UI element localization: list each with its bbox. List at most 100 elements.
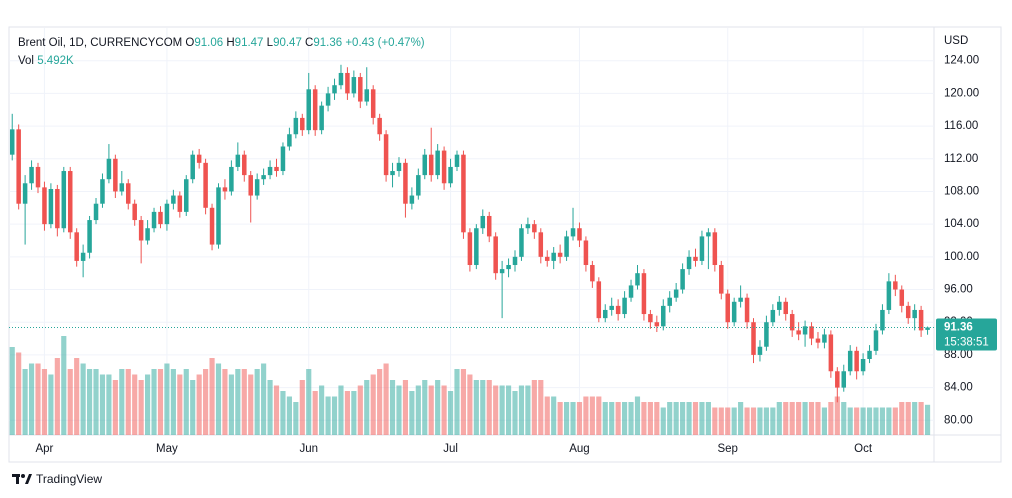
low-value: 90.47 bbox=[273, 37, 302, 49]
volume-bar bbox=[106, 374, 112, 435]
legend: Brent Oil, 1D, CURRENCYCOM O91.06 H91.47… bbox=[18, 34, 425, 70]
candle-body bbox=[216, 187, 221, 245]
candle-body bbox=[789, 314, 795, 331]
volume-bar bbox=[731, 407, 737, 435]
candle-body bbox=[428, 154, 434, 176]
candle-body bbox=[248, 175, 253, 196]
volume-bar bbox=[589, 396, 595, 435]
candle-body bbox=[35, 166, 41, 188]
candle-body bbox=[860, 358, 866, 372]
volume-bar bbox=[235, 369, 241, 435]
candle-body bbox=[229, 166, 234, 192]
candle-body bbox=[113, 158, 118, 192]
candle-body bbox=[918, 309, 924, 331]
volume-bar bbox=[622, 402, 628, 435]
candle-body bbox=[16, 129, 21, 204]
volume-bar bbox=[151, 369, 157, 435]
candle-body bbox=[815, 338, 821, 343]
volume-bar bbox=[306, 369, 312, 435]
volume-bar bbox=[525, 385, 531, 435]
candle-body bbox=[835, 371, 840, 388]
candle-body bbox=[184, 179, 189, 212]
volume-bar bbox=[331, 396, 338, 435]
candle-body bbox=[499, 269, 505, 274]
candle-body bbox=[596, 281, 602, 319]
candle-body bbox=[235, 154, 241, 167]
volume-bar bbox=[286, 396, 292, 435]
candle-body bbox=[196, 154, 202, 163]
volume-bar bbox=[35, 363, 41, 435]
candle-body bbox=[332, 85, 337, 94]
volume-bar bbox=[22, 369, 28, 435]
candle-body bbox=[570, 228, 576, 237]
volume-bar bbox=[312, 391, 318, 435]
candle-body bbox=[854, 350, 859, 372]
candle-body bbox=[822, 334, 827, 343]
candle-body bbox=[261, 175, 266, 180]
legend-row: Brent Oil, 1D, CURRENCYCOM O91.06 H91.47… bbox=[18, 34, 425, 52]
last-price-label: 91.36 bbox=[944, 321, 973, 333]
candle-body bbox=[319, 105, 324, 131]
volume-bar bbox=[228, 374, 234, 435]
volume-bar bbox=[351, 391, 357, 435]
volume-bar bbox=[190, 380, 196, 435]
high-key: H bbox=[226, 37, 235, 49]
candle-body bbox=[905, 305, 911, 319]
candle-body bbox=[602, 309, 608, 319]
x-tick-label: Sep bbox=[717, 443, 737, 455]
candle-body bbox=[61, 171, 67, 229]
volume-bar bbox=[531, 380, 537, 435]
volume-bar bbox=[422, 380, 428, 435]
candle-body bbox=[364, 89, 370, 102]
volume-bar bbox=[757, 407, 763, 435]
volume-bar bbox=[680, 402, 686, 435]
candle-body bbox=[841, 371, 847, 388]
volume-bar bbox=[667, 402, 673, 435]
volume-bar bbox=[750, 407, 757, 435]
volume-bar bbox=[718, 407, 724, 435]
open-key: O bbox=[185, 37, 195, 49]
volume-bar bbox=[912, 402, 918, 435]
candle-body bbox=[93, 203, 99, 221]
candle-body bbox=[151, 211, 157, 229]
candle-body bbox=[680, 269, 685, 290]
volume-bar bbox=[293, 402, 299, 435]
candle-body bbox=[744, 297, 750, 323]
brand[interactable]: TradingView bbox=[12, 472, 102, 486]
candle-body bbox=[377, 117, 382, 135]
volume-bar bbox=[905, 402, 911, 435]
volume-bar bbox=[325, 396, 331, 435]
candle-body bbox=[312, 89, 318, 131]
candle-body bbox=[274, 166, 279, 172]
volume-bar bbox=[686, 402, 692, 435]
volume-bar bbox=[634, 396, 641, 435]
candle-body bbox=[609, 305, 614, 310]
volume-bar bbox=[54, 358, 60, 435]
volume-bar bbox=[783, 402, 789, 435]
candle-body bbox=[564, 236, 569, 257]
volume-bar bbox=[892, 407, 898, 435]
candle-body bbox=[119, 183, 125, 192]
candle-body bbox=[880, 309, 885, 331]
volume-bar bbox=[570, 402, 576, 435]
candle-body bbox=[125, 183, 131, 204]
candle-body bbox=[22, 183, 28, 204]
volume-bar bbox=[441, 385, 447, 435]
volume-bar bbox=[557, 402, 563, 435]
currency-label: USD bbox=[944, 35, 968, 47]
volume-bar bbox=[821, 407, 827, 435]
symbol: Brent Oil, 1D, CURRENCYCOM bbox=[18, 37, 183, 49]
volume-bar bbox=[170, 369, 176, 435]
volume-bar bbox=[660, 407, 666, 435]
candle-body bbox=[222, 187, 228, 192]
volume-bar bbox=[157, 369, 164, 435]
candle-body bbox=[396, 162, 402, 172]
candle-body bbox=[847, 350, 853, 372]
volume-bar bbox=[196, 374, 202, 435]
chart-frame bbox=[8, 26, 1002, 463]
candle-body bbox=[209, 207, 215, 245]
candle-body bbox=[738, 297, 743, 302]
candle-body bbox=[55, 189, 60, 229]
volume-bar bbox=[473, 380, 479, 435]
volume-bar bbox=[544, 396, 550, 435]
